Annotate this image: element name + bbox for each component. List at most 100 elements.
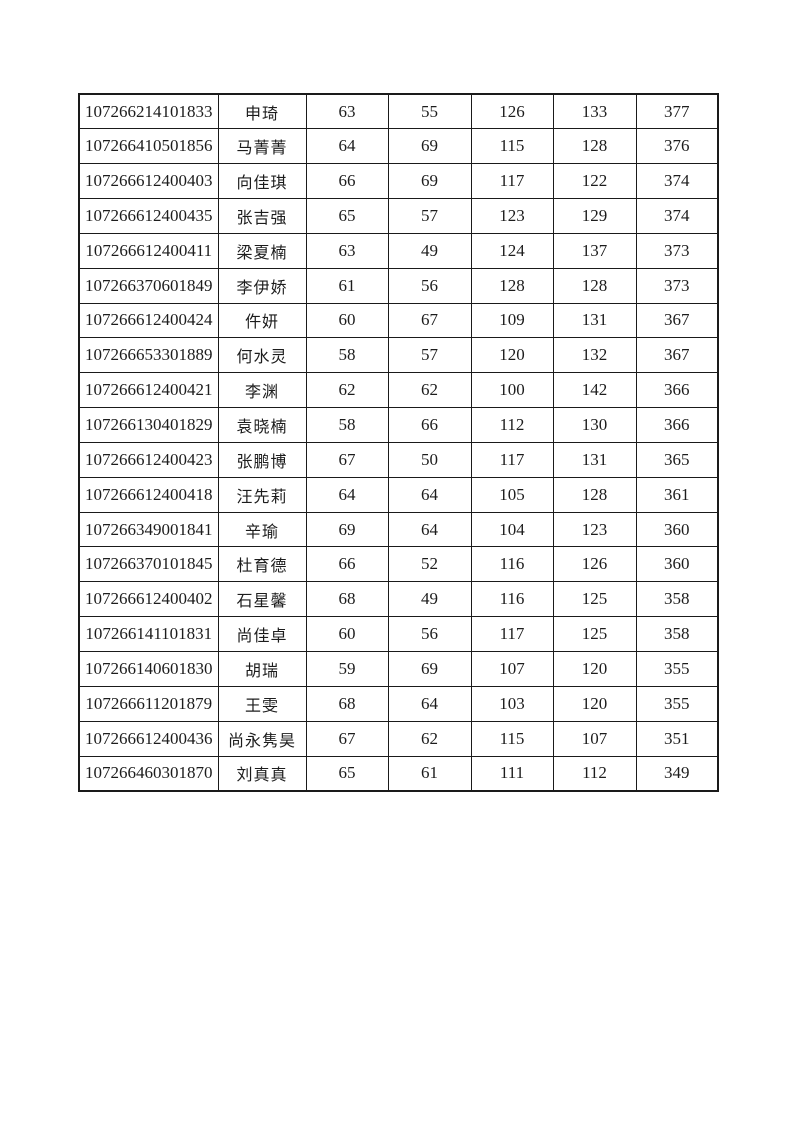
total-score-cell: 365	[635, 441, 719, 478]
score1-cell: 66	[305, 546, 389, 583]
candidate-name-cell: 辛瑜	[217, 511, 307, 548]
score4-cell: 128	[552, 267, 637, 304]
total-score-cell: 377	[635, 93, 719, 130]
score1-cell: 68	[305, 685, 389, 722]
total-score-cell: 373	[635, 232, 719, 269]
score1-cell: 60	[305, 302, 389, 339]
score1-cell: 69	[305, 511, 389, 548]
total-score-cell: 358	[635, 616, 719, 652]
score4-cell: 132	[552, 337, 637, 374]
score4-cell: 133	[552, 93, 637, 130]
score2-cell: 52	[387, 546, 472, 583]
table-row: 107266612400418 汪先莉 64 64 105 128 361	[78, 476, 719, 513]
table-row: 107266410501856 马菁菁 64 69 115 128 376	[78, 128, 719, 165]
score2-cell: 50	[387, 441, 472, 478]
score2-cell: 62	[387, 720, 472, 757]
score2-cell: 61	[387, 755, 472, 792]
candidate-id-cell: 107266612400423	[78, 441, 219, 478]
candidate-id-cell: 107266612400418	[78, 476, 219, 513]
score2-cell: 57	[387, 198, 472, 234]
candidate-name-cell: 张鹏博	[217, 441, 307, 478]
candidate-name-cell: 刘真真	[217, 755, 307, 792]
score3-cell: 116	[470, 581, 554, 618]
total-score-cell: 366	[635, 372, 719, 409]
score4-cell: 123	[552, 511, 637, 548]
candidate-name-cell: 梁夏楠	[217, 232, 307, 269]
candidate-id-cell: 107266612400402	[78, 581, 219, 618]
score2-cell: 64	[387, 685, 472, 722]
score2-cell: 64	[387, 476, 472, 513]
score2-cell: 66	[387, 407, 472, 443]
score4-cell: 137	[552, 232, 637, 269]
score3-cell: 109	[470, 302, 554, 339]
candidate-name-cell: 李渊	[217, 372, 307, 409]
table-row: 107266140601830 胡瑞 59 69 107 120 355	[78, 651, 719, 687]
score3-cell: 124	[470, 232, 554, 269]
candidate-id-cell: 107266612400424	[78, 302, 219, 339]
score4-cell: 125	[552, 581, 637, 618]
candidate-name-cell: 王雯	[217, 685, 307, 722]
score3-cell: 120	[470, 337, 554, 374]
candidate-name-cell: 张吉强	[217, 198, 307, 234]
total-score-cell: 367	[635, 302, 719, 339]
candidate-name-cell: 马菁菁	[217, 128, 307, 165]
candidate-name-cell: 尚永隽昊	[217, 720, 307, 757]
total-score-cell: 360	[635, 511, 719, 548]
score1-cell: 62	[305, 372, 389, 409]
total-score-cell: 360	[635, 546, 719, 583]
candidate-name-cell: 李伊娇	[217, 267, 307, 304]
candidate-id-cell: 107266653301889	[78, 337, 219, 374]
candidate-name-cell: 申琦	[217, 93, 307, 130]
score1-cell: 63	[305, 232, 389, 269]
score3-cell: 117	[470, 616, 554, 652]
score1-cell: 67	[305, 720, 389, 757]
score2-cell: 69	[387, 651, 472, 687]
candidate-id-cell: 107266141101831	[78, 616, 219, 652]
candidate-name-cell: 向佳琪	[217, 163, 307, 200]
score1-cell: 63	[305, 93, 389, 130]
total-score-cell: 376	[635, 128, 719, 165]
total-score-cell: 349	[635, 755, 719, 792]
total-score-cell: 361	[635, 476, 719, 513]
score4-cell: 112	[552, 755, 637, 792]
table-row: 107266612400423 张鹏博 67 50 117 131 365	[78, 441, 719, 478]
score1-cell: 66	[305, 163, 389, 200]
score2-cell: 67	[387, 302, 472, 339]
score4-cell: 120	[552, 685, 637, 722]
score1-cell: 60	[305, 616, 389, 652]
score3-cell: 115	[470, 128, 554, 165]
candidate-id-cell: 107266611201879	[78, 685, 219, 722]
score3-cell: 123	[470, 198, 554, 234]
score2-cell: 55	[387, 93, 472, 130]
candidate-name-cell: 杜育德	[217, 546, 307, 583]
table-row: 107266612400403 向佳琪 66 69 117 122 374	[78, 163, 719, 200]
score4-cell: 129	[552, 198, 637, 234]
candidate-id-cell: 107266370601849	[78, 267, 219, 304]
score4-cell: 128	[552, 476, 637, 513]
score4-cell: 131	[552, 302, 637, 339]
candidate-id-cell: 107266349001841	[78, 511, 219, 548]
score3-cell: 105	[470, 476, 554, 513]
table-row: 107266370601849 李伊娇 61 56 128 128 373	[78, 267, 719, 304]
table-row: 107266370101845 杜育德 66 52 116 126 360	[78, 546, 719, 583]
candidate-id-cell: 107266460301870	[78, 755, 219, 792]
table-row: 107266612400411 梁夏楠 63 49 124 137 373	[78, 232, 719, 269]
score2-cell: 62	[387, 372, 472, 409]
candidate-id-cell: 107266612400435	[78, 198, 219, 234]
table-row: 107266612400436 尚永隽昊 67 62 115 107 351	[78, 720, 719, 757]
candidate-name-cell: 何水灵	[217, 337, 307, 374]
table-row: 107266214101833 申琦 63 55 126 133 377	[78, 93, 719, 130]
score4-cell: 131	[552, 441, 637, 478]
score2-cell: 57	[387, 337, 472, 374]
candidate-name-cell: 袁晓楠	[217, 407, 307, 443]
candidate-id-cell: 107266612400421	[78, 372, 219, 409]
candidate-id-cell: 107266214101833	[78, 93, 219, 130]
candidate-id-cell: 107266130401829	[78, 407, 219, 443]
score2-cell: 56	[387, 267, 472, 304]
score3-cell: 117	[470, 441, 554, 478]
candidate-name-cell: 尚佳卓	[217, 616, 307, 652]
table-row: 107266612400435 张吉强 65 57 123 129 374	[78, 198, 719, 234]
score2-cell: 56	[387, 616, 472, 652]
total-score-cell: 358	[635, 581, 719, 618]
